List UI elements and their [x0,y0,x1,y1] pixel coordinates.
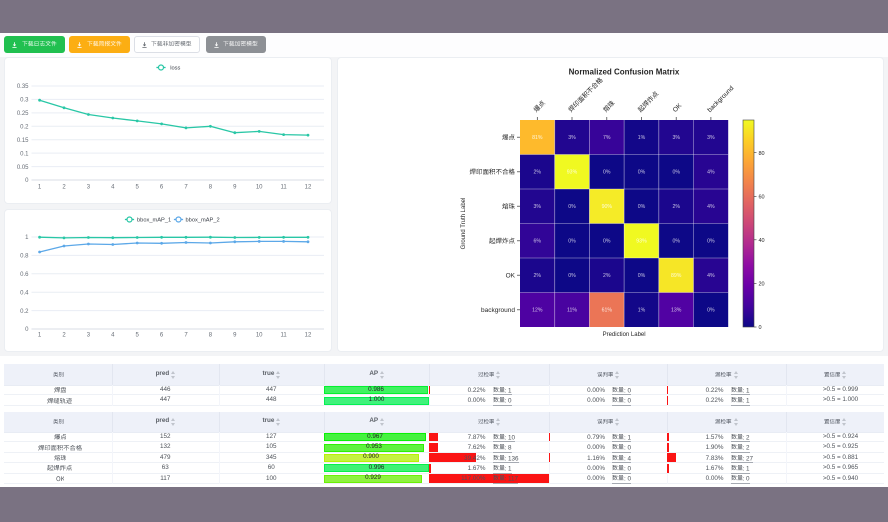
svg-text:8: 8 [209,185,213,191]
svg-text:0.1: 0.1 [20,151,29,157]
svg-text:0.05: 0.05 [17,165,29,171]
svg-text:2%: 2% [603,273,611,279]
svg-text:0.8: 0.8 [20,254,29,260]
svg-text:0%: 0% [638,204,646,210]
svg-text:0%: 0% [568,204,576,210]
svg-text:6%: 6% [534,238,542,244]
svg-text:61%: 61% [602,307,613,313]
svg-text:10: 10 [256,333,263,339]
svg-text:4%: 4% [707,273,715,279]
svg-text:3%: 3% [568,135,576,141]
svg-text:4: 4 [111,185,115,191]
svg-text:6: 6 [160,185,164,191]
svg-text:9: 9 [233,185,237,191]
svg-text:Prediction Label: Prediction Label [603,332,646,338]
svg-text:2%: 2% [534,273,542,279]
svg-text:80: 80 [759,151,765,157]
svg-text:13%: 13% [671,307,682,313]
svg-text:Normalized Confusion Matrix: Normalized Confusion Matrix [569,68,680,77]
svg-text:0%: 0% [707,307,715,313]
svg-text:0.4: 0.4 [20,290,29,296]
svg-text:11: 11 [280,333,287,339]
svg-text:0%: 0% [568,273,576,279]
svg-text:3%: 3% [672,135,680,141]
svg-text:11%: 11% [567,307,577,313]
svg-text:bbox_mAP_1: bbox_mAP_1 [137,218,171,224]
svg-text:Ground Truth Label: Ground Truth Label [461,198,467,250]
svg-text:3%: 3% [707,135,715,141]
svg-text:9: 9 [233,333,237,339]
svg-text:OK: OK [672,102,684,114]
svg-text:81%: 81% [532,135,543,141]
svg-text:8: 8 [209,333,213,339]
svg-text:0: 0 [25,327,29,333]
svg-text:OK: OK [506,273,516,280]
svg-text:0%: 0% [638,273,646,279]
svg-text:0: 0 [25,178,29,184]
svg-text:1: 1 [25,235,29,241]
svg-text:0%: 0% [603,169,611,175]
svg-text:0.35: 0.35 [17,84,29,90]
svg-text:20: 20 [759,282,765,288]
svg-text:12%: 12% [532,307,543,313]
svg-text:4%: 4% [707,204,715,210]
svg-text:1: 1 [38,185,42,191]
svg-text:0.15: 0.15 [17,138,29,144]
svg-text:0.2: 0.2 [20,125,29,131]
svg-text:0.2: 0.2 [20,309,29,315]
svg-text:3: 3 [87,333,91,339]
svg-text:60: 60 [759,194,765,200]
svg-text:1%: 1% [638,307,646,313]
svg-text:0%: 0% [707,238,715,244]
svg-text:0%: 0% [568,238,576,244]
svg-text:10: 10 [256,185,263,191]
svg-text:7: 7 [184,185,188,191]
svg-text:40: 40 [759,238,765,244]
svg-text:7%: 7% [603,135,611,141]
svg-text:2: 2 [62,185,66,191]
svg-text:3%: 3% [534,204,542,210]
svg-text:90%: 90% [602,204,613,210]
svg-text:89%: 89% [671,273,682,279]
svg-text:4%: 4% [707,169,715,175]
svg-text:2%: 2% [534,169,542,175]
svg-text:12: 12 [305,185,312,191]
svg-text:5: 5 [136,185,140,191]
svg-text:3: 3 [87,185,91,191]
svg-text:93%: 93% [636,238,647,244]
svg-text:6: 6 [160,333,164,339]
svg-text:1%: 1% [638,135,646,141]
svg-text:5: 5 [136,333,140,339]
svg-text:0%: 0% [672,169,680,175]
svg-text:0%: 0% [603,238,611,244]
svg-text:2%: 2% [672,204,680,210]
svg-text:0.25: 0.25 [17,111,29,117]
svg-text:1: 1 [38,333,42,339]
svg-text:0%: 0% [638,169,646,175]
svg-text:background: background [481,307,515,314]
svg-text:bbox_mAP_2: bbox_mAP_2 [186,218,220,224]
svg-text:0%: 0% [672,238,680,244]
svg-text:2: 2 [62,333,66,339]
svg-text:12: 12 [305,333,312,339]
svg-text:loss: loss [170,66,180,72]
svg-text:0: 0 [759,325,762,331]
svg-text:11: 11 [280,185,287,191]
svg-text:0.6: 0.6 [20,272,29,278]
svg-text:93%: 93% [567,169,578,175]
svg-text:0.3: 0.3 [20,98,29,104]
svg-text:7: 7 [184,333,188,339]
svg-text:background: background [706,85,735,114]
svg-text:4: 4 [111,333,115,339]
